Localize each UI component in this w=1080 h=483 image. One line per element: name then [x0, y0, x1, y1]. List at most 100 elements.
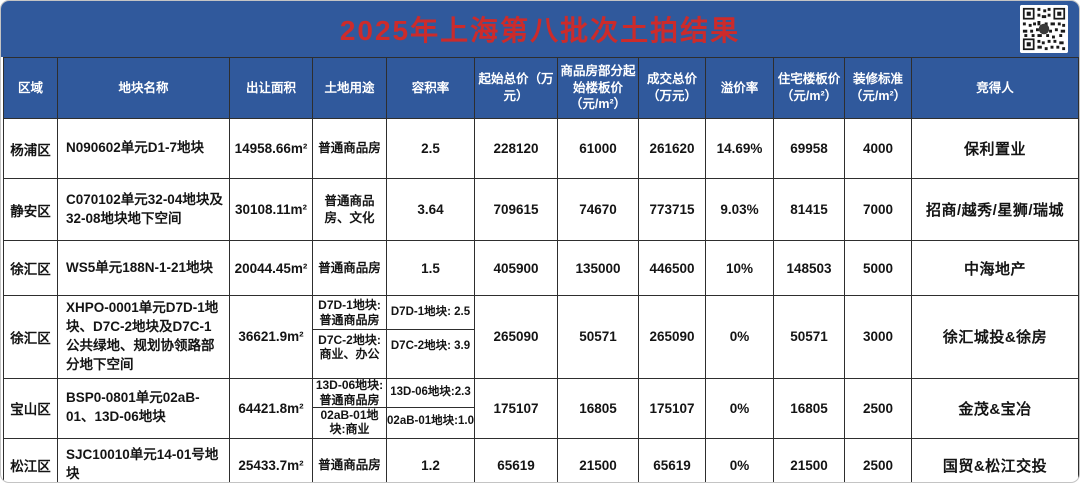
col-header-deal-total: 成交总价（万元） [638, 57, 706, 119]
resi-floor-price-cell: 148503 [773, 240, 845, 296]
col-header-land-use: 土地用途 [312, 57, 387, 119]
far-sub-cell: 02aB-01地块:1.0 [387, 415, 474, 428]
premium-cell: 14.69% [705, 118, 774, 179]
col-header-area: 出让面积 [229, 57, 313, 119]
start-price-cell: 65619 [474, 437, 558, 482]
premium-cell: 0% [705, 437, 774, 482]
deco-standard-cell: 2500 [844, 377, 912, 439]
plot-name-cell: C070102单元32-04地块及32-08地块地下空间 [57, 178, 230, 241]
start-floor-price-cell: 61000 [557, 118, 639, 179]
far-sub-cell: D7C-2地块: 3.9 [390, 340, 471, 353]
region-cell: 静安区 [3, 178, 58, 241]
land-use-split-cell: D7D-1地块:普通商品房 D7C-2地块:商业、办公 [312, 295, 387, 379]
land-use-cell: 普通商品房 [312, 437, 387, 482]
start-floor-price-cell: 16805 [557, 377, 639, 439]
deal-price-cell: 65619 [638, 437, 706, 482]
col-header-start-total: 起始总价（万元） [474, 57, 558, 119]
resi-floor-price-cell: 21500 [773, 437, 845, 482]
resi-floor-price-cell: 81415 [773, 178, 845, 241]
premium-cell: 10% [705, 240, 774, 296]
land-auction-table: 区域 地块名称 出让面积 土地用途 容积率 起始总价（万元） 商品房部分起始楼板… [3, 57, 1079, 482]
far-sub-cell: D7D-1地块: 2.5 [387, 296, 474, 330]
deco-standard-cell: 5000 [844, 240, 912, 296]
far-cell: 3.64 [386, 178, 475, 241]
land-use-sub-cell: 13D-06地块:普通商品房 [313, 379, 386, 408]
deal-price-cell: 175107 [638, 377, 706, 439]
winner-cell: 徐汇城投&徐房 [911, 295, 1079, 379]
area-cell: 20044.45m² [229, 240, 313, 296]
land-use-cell: 普通商品房 [312, 240, 387, 296]
plot-name-cell: BSP0-0801单元02aB-01、13D-06地块 [57, 377, 230, 439]
col-header-resi-floor-price: 住宅楼板价（元/m²） [773, 57, 845, 119]
table-row: 静安区 C070102单元32-04地块及32-08地块地下空间 30108.1… [3, 178, 1079, 241]
deal-price-cell: 773715 [638, 178, 706, 241]
plot-name-cell: XHPO-0001单元D7D-1地块、D7C-2地块及D7C-1公共绿地、规划协… [57, 295, 230, 379]
far-cell: 1.5 [386, 240, 475, 296]
land-use-cell: 普通商品房、文化 [312, 178, 387, 241]
land-use-sub-cell: D7D-1地块:普通商品房 [313, 296, 386, 330]
deco-standard-cell: 3000 [844, 295, 912, 379]
deal-price-cell: 446500 [638, 240, 706, 296]
start-floor-price-cell: 135000 [557, 240, 639, 296]
start-price-cell: 265090 [474, 295, 558, 379]
resi-floor-price-cell: 50571 [773, 295, 845, 379]
region-cell: 杨浦区 [3, 118, 58, 179]
qr-code-icon [1020, 5, 1068, 53]
area-cell: 64421.8m² [229, 377, 313, 439]
area-cell: 25433.7m² [229, 437, 313, 482]
col-header-premium-rate: 溢价率 [705, 57, 774, 119]
deco-standard-cell: 2500 [844, 437, 912, 482]
start-floor-price-cell: 50571 [557, 295, 639, 379]
region-cell: 宝山区 [3, 377, 58, 439]
title-band: 2025年上海第八批次土拍结果 [1, 1, 1079, 57]
start-price-cell: 709615 [474, 178, 558, 241]
plot-name-cell: N090602单元D1-7地块 [57, 118, 230, 179]
start-price-cell: 175107 [474, 377, 558, 439]
table-row: 宝山区 BSP0-0801单元02aB-01、13D-06地块 64421.8m… [3, 377, 1079, 439]
winner-cell: 招商/越秀/星狮/瑞城 [911, 178, 1079, 241]
table-row: 松江区 SJC10010单元14-01号地块 25433.7m² 普通商品房 1… [3, 437, 1079, 482]
far-cell: 1.2 [386, 437, 475, 482]
region-cell: 徐汇区 [3, 295, 58, 379]
table-row: 杨浦区 N090602单元D1-7地块 14958.66m² 普通商品房 2.5… [3, 118, 1079, 179]
far-sub-cell: 13D-06地块:2.3 [387, 379, 474, 408]
col-header-plot-name: 地块名称 [57, 57, 230, 119]
area-cell: 30108.11m² [229, 178, 313, 241]
start-price-cell: 405900 [474, 240, 558, 296]
col-header-region: 区域 [3, 57, 58, 119]
deco-standard-cell: 7000 [844, 178, 912, 241]
start-floor-price-cell: 74670 [557, 178, 639, 241]
land-use-sub-cell: 02aB-01地块:商业 [320, 407, 379, 437]
start-price-cell: 228120 [474, 118, 558, 179]
winner-cell: 中海地产 [911, 240, 1079, 296]
premium-cell: 9.03% [705, 178, 774, 241]
area-cell: 14958.66m² [229, 118, 313, 179]
col-header-start-floor-price: 商品房部分起始楼板价（元/m²） [557, 57, 639, 119]
land-use-sub-cell: D7C-2地块:商业、办公 [318, 332, 381, 361]
table-row: 徐汇区 XHPO-0001单元D7D-1地块、D7C-2地块及D7C-1公共绿地… [3, 295, 1079, 379]
page-title: 2025年上海第八批次土拍结果 [339, 15, 741, 46]
resi-floor-price-cell: 69958 [773, 118, 845, 179]
start-floor-price-cell: 21500 [557, 437, 639, 482]
col-header-far: 容积率 [386, 57, 475, 119]
region-cell: 松江区 [3, 437, 58, 482]
plot-name-cell: WS5单元188N-1-21地块 [57, 240, 230, 296]
table-row: 徐汇区 WS5单元188N-1-21地块 20044.45m² 普通商品房 1.… [3, 240, 1079, 296]
region-cell: 徐汇区 [3, 240, 58, 296]
land-use-cell: 普通商品房 [312, 118, 387, 179]
header-row: 区域 地块名称 出让面积 土地用途 容积率 起始总价（万元） 商品房部分起始楼板… [3, 57, 1079, 119]
land-use-split-cell: 13D-06地块:普通商品房 02aB-01地块:商业 [312, 377, 387, 439]
winner-cell: 国贸&松江交投 [911, 437, 1079, 482]
far-split-cell: D7D-1地块: 2.5 D7C-2地块: 3.9 [386, 295, 475, 379]
far-split-cell: 13D-06地块:2.3 02aB-01地块:1.0 [386, 377, 475, 439]
winner-cell: 保利置业 [911, 118, 1079, 179]
deal-price-cell: 265090 [638, 295, 706, 379]
winner-cell: 金茂&宝冶 [911, 377, 1079, 439]
resi-floor-price-cell: 16805 [773, 377, 845, 439]
area-cell: 36621.9m² [229, 295, 313, 379]
plot-name-cell: SJC10010单元14-01号地块 [57, 437, 230, 482]
col-header-deco-standard: 装修标准（元/m²） [844, 57, 912, 119]
deal-price-cell: 261620 [638, 118, 706, 179]
far-cell: 2.5 [386, 118, 475, 179]
